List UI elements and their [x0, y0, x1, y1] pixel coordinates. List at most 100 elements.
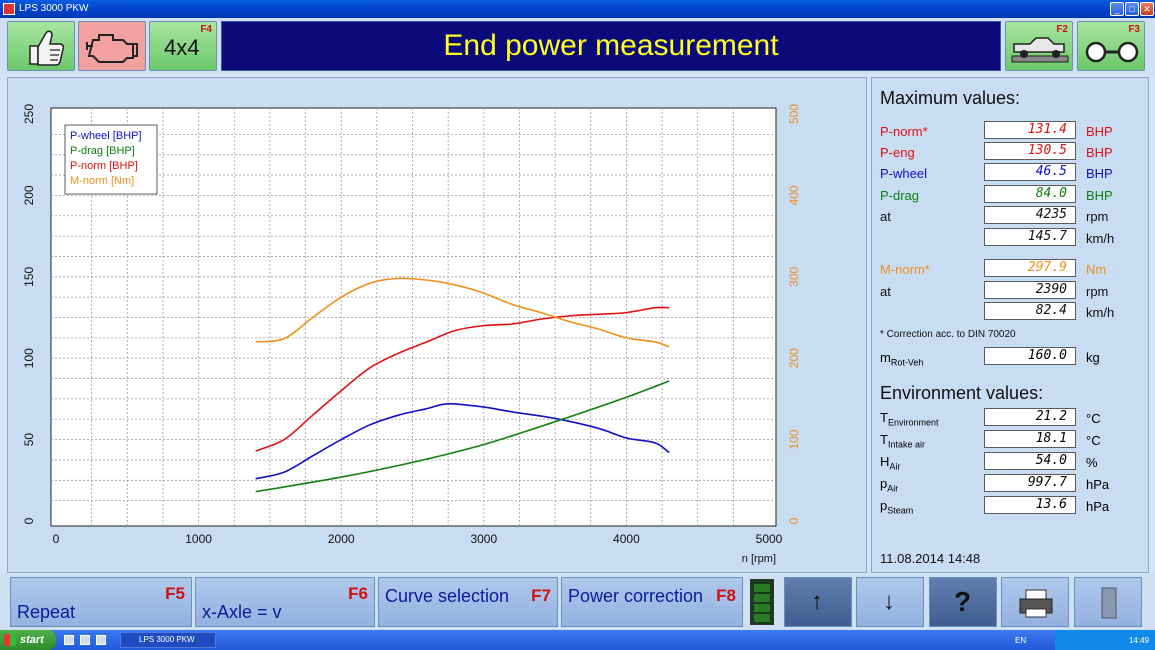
window-titlebar: LPS 3000 PKW _ □ ✕ [0, 0, 1155, 18]
max-row-label: P-norm* [880, 124, 928, 139]
max-row-value: 297.9 [984, 259, 1076, 277]
fkey-f4: F4 [200, 24, 212, 35]
quick-launch-icon[interactable] [96, 635, 106, 645]
env-row-label: pSteam [880, 498, 914, 516]
quick-launch-icon[interactable] [80, 635, 90, 645]
max-row-label: P-wheel [880, 166, 927, 181]
curve-selection-label: Curve selection [385, 586, 510, 606]
help-button[interactable]: ? [929, 577, 997, 627]
legend-box [64, 124, 158, 195]
x-axis-button-label: x-Axle = v [202, 602, 282, 622]
y-left-tick-label: 200 [22, 185, 36, 205]
y-left-tick-label: 50 [22, 433, 36, 447]
quick-launch-icon[interactable] [64, 635, 74, 645]
y-right-tick-label: 100 [787, 429, 801, 449]
x-tick-label: 2000 [328, 532, 355, 546]
measurement-datetime: 11.08.2014 14:48 [880, 551, 981, 566]
restore-button[interactable]: □ [1125, 2, 1139, 16]
max-row-value: 2390 [984, 281, 1076, 299]
top-toolbar: 4x4 F4 End power measurement F2 F3 [0, 18, 1155, 74]
values-panel: Maximum values: P-norm* 131.4 BHP P-eng 130.… [871, 77, 1149, 573]
arrow-up-icon: ↑ [811, 588, 823, 615]
y-right-tick-label: 300 [787, 266, 801, 286]
mass-unit: kg [1086, 350, 1100, 365]
start-button[interactable]: start [0, 630, 56, 650]
max-row-value: 84.0 [984, 185, 1076, 203]
printer-icon [1019, 589, 1053, 618]
taskbar-item[interactable]: LPS 3000 PKW [120, 632, 216, 648]
os-taskbar: start LPS 3000 PKW EN 14:49 [0, 630, 1155, 650]
legend-entry: M-norm [Nm] [70, 175, 134, 187]
exit-button[interactable] [1074, 577, 1142, 627]
fkey-f6: F6 [348, 584, 368, 603]
roller-button[interactable]: F3 [1077, 21, 1145, 71]
series-line [255, 402, 670, 480]
vehicle-dyno-button[interactable]: F2 [1005, 21, 1073, 71]
x-tick-label: 4000 [613, 532, 640, 546]
four-wheel-drive-label: 4x4 [164, 35, 200, 60]
env-row-unit: % [1086, 455, 1098, 470]
language-indicator[interactable]: EN [1015, 636, 1027, 645]
fkey-f2: F2 [1056, 24, 1068, 35]
fkey-f3: F3 [1128, 24, 1140, 35]
scroll-up-button[interactable]: ↑ [784, 577, 852, 627]
correction-note: * Correction acc. to DIN 70020 [880, 329, 1016, 340]
windows-flag-icon [4, 634, 16, 646]
door-icon [1101, 587, 1117, 619]
env-row-label: TIntake air [880, 432, 925, 450]
max-row-unit: km/h [1086, 231, 1115, 246]
env-row-unit: °C [1086, 433, 1101, 448]
tray-clock: 14:49 [1128, 636, 1149, 645]
y-left-tick-label: 150 [22, 266, 36, 286]
print-button[interactable] [1001, 577, 1069, 627]
x-tick-label: 5000 [756, 532, 783, 546]
close-button[interactable]: ✕ [1140, 2, 1154, 16]
bottom-toolbar: Repeat F5 x-Axle = v F6 Curve selection … [0, 574, 1155, 630]
max-row-unit: Nm [1086, 262, 1107, 277]
scroll-down-button[interactable]: ↓ [856, 577, 924, 627]
max-row-value: 46.5 [984, 163, 1076, 181]
max-row-value: 131.4 [984, 121, 1076, 139]
confirm-button[interactable] [7, 21, 75, 71]
max-row-value: 82.4 [984, 302, 1076, 320]
minimize-button[interactable]: _ [1110, 2, 1124, 16]
max-row-unit: BHP [1086, 188, 1113, 203]
app-icon [3, 3, 15, 15]
y-right-tick-label: 500 [787, 104, 801, 124]
vehicle-on-dyno-icon [1011, 37, 1069, 63]
four-wheel-drive-button[interactable]: 4x4 F4 [149, 21, 217, 71]
engine-icon [86, 34, 138, 63]
env-row-value: 21.2 [984, 408, 1076, 426]
max-row-value: 4235 [984, 206, 1076, 224]
legend-entry: P-norm [BHP] [70, 160, 138, 172]
status-led-indicator [750, 579, 774, 625]
plot-area [50, 107, 777, 527]
arrow-down-icon: ↓ [883, 588, 895, 615]
legend-entry: P-wheel [BHP] [70, 130, 142, 142]
env-row-value: 13.6 [984, 496, 1076, 514]
power-correction-button[interactable]: Power correction F8 [561, 577, 743, 627]
mass-label: mRot-Veh [880, 350, 924, 368]
series-line [255, 277, 670, 348]
max-row-unit: BHP [1086, 145, 1113, 160]
page-title: End power measurement [221, 21, 1001, 71]
chart-panel: 0 1000 2000 3000 4000 5000 0 50 100 150 200 250 0 100… [7, 77, 867, 573]
engine-button[interactable] [78, 21, 146, 71]
window-title: LPS 3000 PKW [19, 3, 89, 14]
max-row-label: P-eng [880, 145, 915, 160]
repeat-button[interactable]: Repeat F5 [10, 577, 192, 627]
taskbar-item-label: LPS 3000 PKW [139, 635, 195, 644]
max-row-label: P-drag [880, 188, 920, 203]
max-row-label: M-norm* [880, 262, 930, 277]
legend-entry: P-drag [BHP] [70, 145, 135, 157]
roller-icon [1085, 41, 1139, 63]
x-tick-label: 1000 [185, 532, 212, 546]
power-chart: 0 1000 2000 3000 4000 5000 0 50 100 150 200 250 0 100… [22, 104, 801, 565]
curve-selection-button[interactable]: Curve selection F7 [378, 577, 558, 627]
env-row-label: pAir [880, 476, 899, 494]
x-axis-button[interactable]: x-Axle = v F6 [195, 577, 375, 627]
env-row-unit: hPa [1086, 477, 1110, 492]
y-right-tick-label: 0 [787, 517, 801, 524]
max-row-value: 145.7 [984, 228, 1076, 246]
max-row-unit: km/h [1086, 305, 1115, 320]
